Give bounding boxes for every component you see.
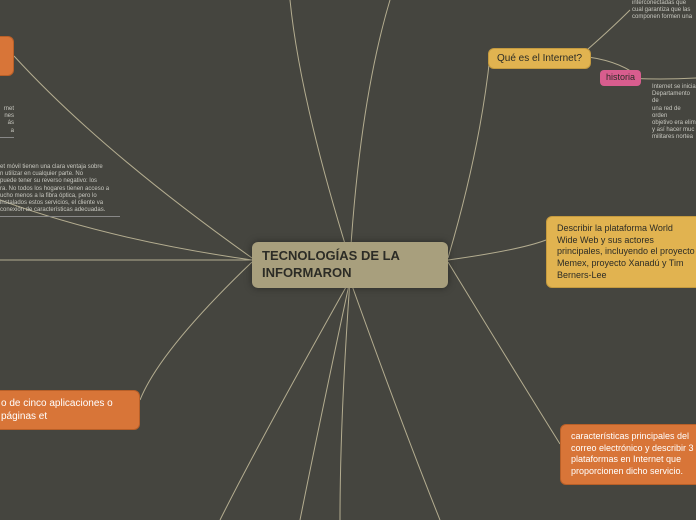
text-left-block2: et móvil tienen una clara ventaja sobre … [0, 164, 120, 219]
text-top-right: interconectadas que cual garantiza que l… [632, 0, 692, 22]
node-www[interactable]: Describir la plataforma World Wide Web y… [546, 216, 696, 288]
text-historia-detail: Internet se inicia Departamento de una r… [652, 84, 696, 142]
central-node[interactable]: TECNOLOGÍAS DE LA INFORMARON [252, 242, 448, 288]
node-historia[interactable]: historia [600, 70, 641, 86]
node-left-partial[interactable] [0, 36, 14, 76]
node-que-es-internet[interactable]: Qué es el Internet? [488, 48, 591, 69]
text-left-block1: rnet nes ás a [0, 106, 14, 140]
node-cinco-apps[interactable]: o de cinco aplicaciones o páginas et [0, 390, 140, 430]
node-correo[interactable]: características principales del correo e… [560, 424, 696, 485]
